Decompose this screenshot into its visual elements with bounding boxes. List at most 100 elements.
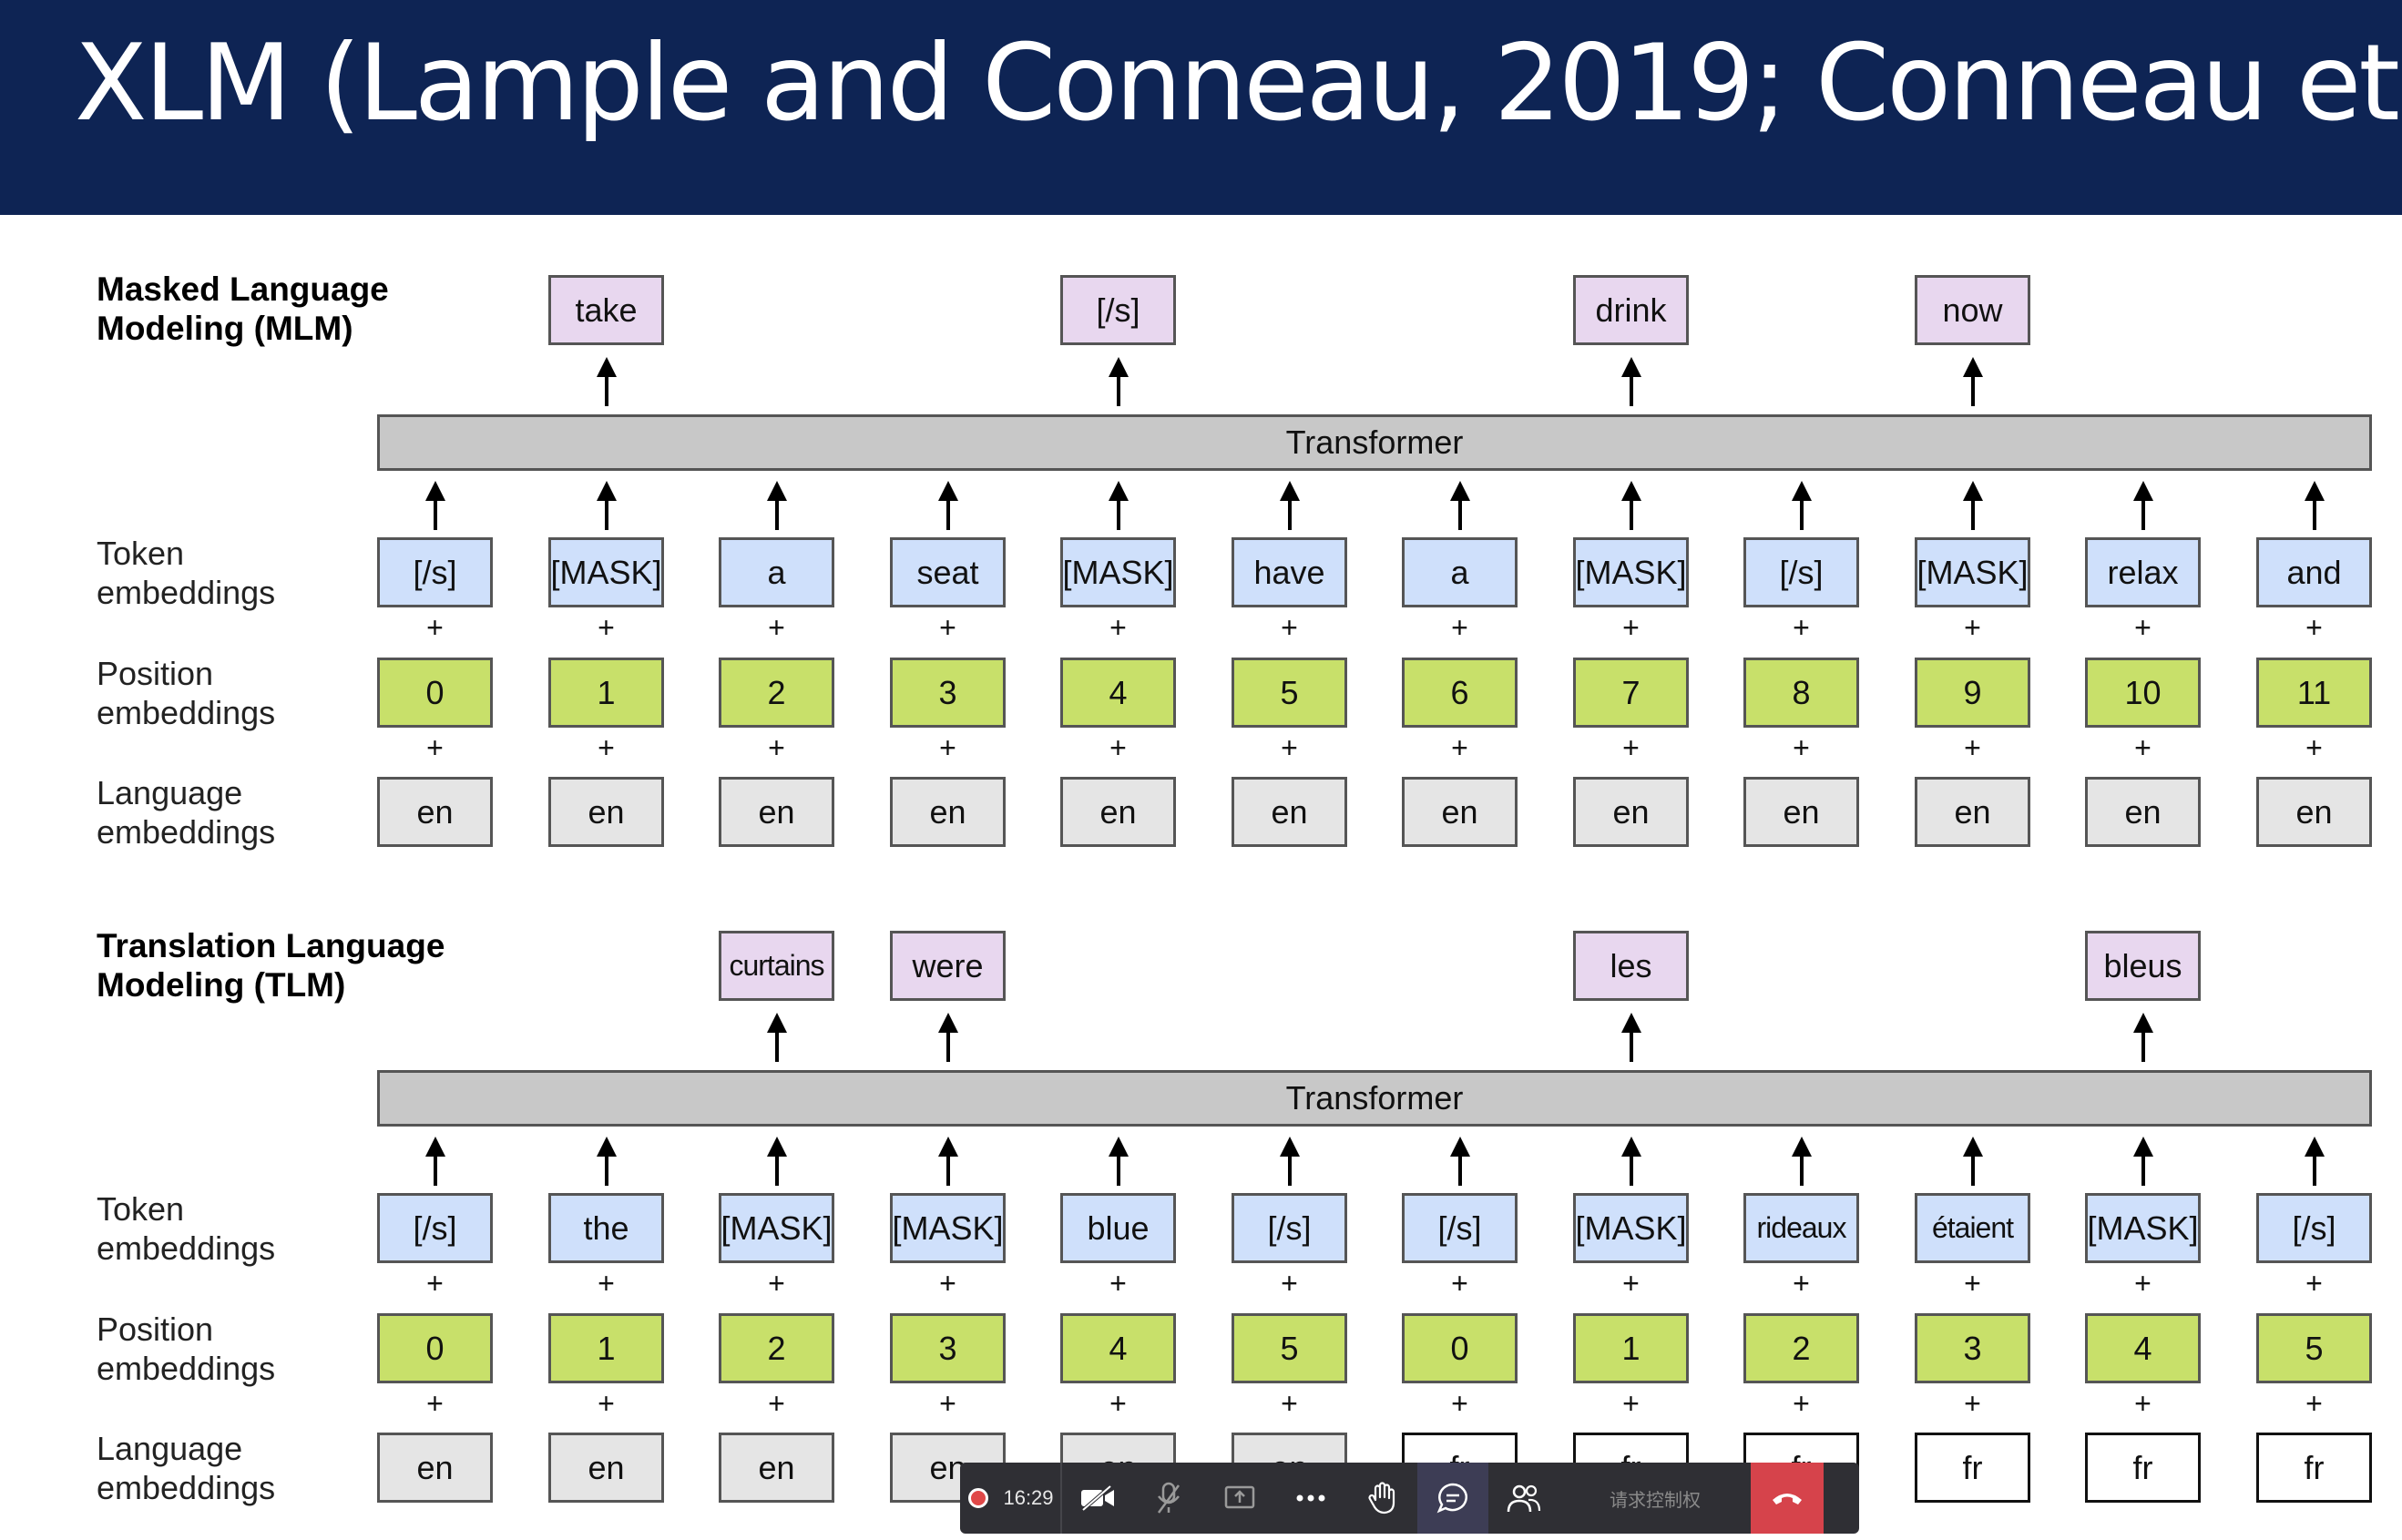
- arrow-up-icon: [1449, 481, 1470, 530]
- arrow-up-icon: [1108, 357, 1129, 406]
- tlm-lang-cell: en: [719, 1433, 834, 1503]
- mlm-tok-cell: [MASK]: [548, 537, 664, 607]
- mlm-tok-cell: seat: [890, 537, 1006, 607]
- tlm-pos-cell: 5: [2256, 1313, 2372, 1383]
- arrow-up-icon: [1108, 481, 1129, 530]
- tlm-tok-cell: [MASK]: [719, 1193, 834, 1263]
- mlm-tok-cell: have: [1232, 537, 1347, 607]
- plus-sign: +: [2134, 611, 2152, 644]
- tlm-title-line2: Modeling (TLM): [97, 966, 346, 1004]
- mlm-output-box: [/s]: [1060, 275, 1176, 345]
- tlm-pos-cell: 2: [719, 1313, 834, 1383]
- plus-sign: +: [939, 1267, 956, 1300]
- camera-button[interactable]: [1062, 1463, 1133, 1534]
- mlm-output-box: now: [1915, 275, 2030, 345]
- mlm-tok-cell: [/s]: [1743, 537, 1859, 607]
- tlm-tok-cell: rideaux: [1743, 1193, 1859, 1263]
- arrow-up-icon: [596, 1137, 617, 1186]
- mlm-transformer-bar: Transformer: [377, 414, 2372, 471]
- arrow-up-icon: [1962, 1137, 1983, 1186]
- arrow-up-icon: [766, 481, 787, 530]
- plus-sign: +: [2305, 611, 2323, 644]
- mlm-pos-cell: 9: [1915, 658, 2030, 728]
- arrow-up-icon: [766, 1013, 787, 1062]
- tlm-lang-cell: en: [548, 1433, 664, 1503]
- mlm-lang-cell: en: [2256, 777, 2372, 847]
- arrow-up-icon: [424, 1137, 445, 1186]
- tlm-pos-cell: 5: [1232, 1313, 1347, 1383]
- tlm-tok-cell: [MASK]: [890, 1193, 1006, 1263]
- mlm-pos-cell: 3: [890, 658, 1006, 728]
- plus-sign: +: [1281, 731, 1298, 764]
- plus-sign: +: [1281, 611, 1298, 644]
- plus-sign: +: [1109, 1387, 1127, 1420]
- plus-sign: +: [1622, 1387, 1640, 1420]
- row-label-line2: embeddings: [97, 1469, 276, 1506]
- plus-sign: +: [598, 1387, 615, 1420]
- tlm-pos-cell: 2: [1743, 1313, 1859, 1383]
- plus-sign: +: [2305, 1387, 2323, 1420]
- mlm-pos-cell: 0: [377, 658, 493, 728]
- toolbar-divider: [1060, 1463, 1062, 1534]
- plus-sign: +: [768, 1387, 785, 1420]
- share-screen-icon: [1224, 1485, 1255, 1509]
- plus-sign: +: [939, 731, 956, 764]
- arrow-up-icon: [596, 481, 617, 530]
- mlm-pos-cell: 1: [548, 658, 664, 728]
- plus-sign: +: [1793, 1387, 1810, 1420]
- mlm-lang-cell: en: [1915, 777, 2030, 847]
- timer-text: 16:29: [1003, 1486, 1054, 1509]
- record-button[interactable]: [960, 1463, 997, 1534]
- chat-button[interactable]: [1417, 1463, 1488, 1534]
- mlm-lang-cell: en: [2085, 777, 2201, 847]
- row-label-line1: Position: [97, 1311, 214, 1348]
- mlm-lang-cell: en: [1402, 777, 1518, 847]
- mlm-lang-cell: en: [548, 777, 664, 847]
- tlm-tok-cell: [MASK]: [1573, 1193, 1689, 1263]
- plus-sign: +: [2134, 1267, 2152, 1300]
- plus-sign: +: [1622, 731, 1640, 764]
- arrow-up-icon: [1620, 1013, 1641, 1062]
- participants-button[interactable]: [1488, 1463, 1559, 1534]
- mlm-section-title: Masked Language Modeling (MLM): [97, 270, 389, 348]
- row-label-line2: embeddings: [97, 1229, 276, 1267]
- request-control-button[interactable]: 请求控制权: [1559, 1463, 1751, 1534]
- tlm-transformer-bar: Transformer: [377, 1070, 2372, 1127]
- row-label-line1: Position: [97, 655, 214, 692]
- chat-icon: [1436, 1483, 1467, 1514]
- request-control-label: 请求控制权: [1610, 1490, 1701, 1511]
- tlm-pos-cell: 4: [2085, 1313, 2201, 1383]
- row-label-line1: Language: [97, 774, 243, 811]
- plus-sign: +: [1451, 611, 1468, 644]
- plus-sign: +: [1964, 731, 1981, 764]
- mlm-lang-cell: en: [377, 777, 493, 847]
- arrow-up-icon: [1791, 1137, 1812, 1186]
- plus-sign: +: [1109, 1267, 1127, 1300]
- record-icon: [968, 1488, 988, 1508]
- arrow-up-icon: [2132, 481, 2153, 530]
- mlm-pos-cell: 7: [1573, 658, 1689, 728]
- raise-hand-icon: [1368, 1482, 1395, 1515]
- mlm-tok-row-label: Token embeddings: [97, 534, 275, 612]
- tlm-output-box: les: [1573, 931, 1689, 1001]
- plus-sign: +: [426, 1387, 444, 1420]
- tlm-output-box: were: [890, 931, 1006, 1001]
- arrow-up-icon: [2132, 1013, 2153, 1062]
- plus-sign: +: [1964, 611, 1981, 644]
- hang-up-icon: [1773, 1494, 1802, 1504]
- arrow-up-icon: [1962, 357, 1983, 406]
- mlm-lang-cell: en: [1573, 777, 1689, 847]
- tlm-pos-cell: 3: [1915, 1313, 2030, 1383]
- mlm-output-box: drink: [1573, 275, 1689, 345]
- more-button[interactable]: [1275, 1463, 1346, 1534]
- plus-sign: +: [1964, 1267, 1981, 1300]
- raise-hand-button[interactable]: [1346, 1463, 1417, 1534]
- plus-sign: +: [1109, 731, 1127, 764]
- tlm-lang-cell: fr: [2256, 1433, 2372, 1503]
- hang-up-button[interactable]: [1751, 1463, 1824, 1534]
- tlm-lang-cell: fr: [2085, 1433, 2201, 1503]
- mlm-pos-cell: 6: [1402, 658, 1518, 728]
- mic-button[interactable]: [1133, 1463, 1204, 1534]
- share-screen-button[interactable]: [1204, 1463, 1275, 1534]
- tlm-output-box: bleus: [2085, 931, 2201, 1001]
